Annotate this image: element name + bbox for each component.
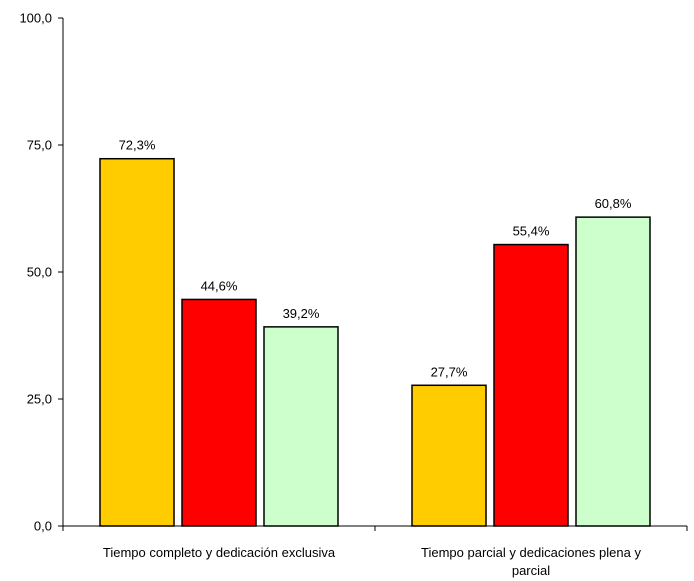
data-labels: 72,3% 44,6% 39,2% 27,7% 55,4% 60,8% [119, 138, 632, 380]
bar-value-label: 60,8% [595, 196, 632, 211]
y-tick-label: 0,0 [34, 519, 52, 534]
axes: 0,0 25,0 50,0 75,0 100,0 Tiempo completo y de… [19, 11, 688, 578]
bar [263, 326, 339, 527]
y-tick-label: 100,0 [19, 11, 52, 26]
bars [99, 157, 651, 527]
bar-value-label: 55,4% [513, 224, 550, 239]
x-category-label: Tiempo completo y dedicación exclusiva [103, 545, 336, 560]
bar [493, 243, 569, 527]
y-tick-label: 25,0 [27, 392, 52, 407]
bar [575, 216, 651, 527]
bar [411, 384, 487, 527]
bar-value-label: 27,7% [431, 364, 468, 379]
x-category-label: Tiempo parcial y dedicaciones plena y [421, 545, 641, 560]
bar [99, 157, 175, 527]
y-tick-label: 50,0 [27, 265, 52, 280]
bar-value-label: 39,2% [283, 306, 320, 321]
bar [181, 298, 257, 527]
x-category-label: parcial [512, 563, 550, 578]
bar-value-label: 72,3% [119, 138, 156, 153]
bar-value-label: 44,6% [201, 278, 238, 293]
y-tick-label: 75,0 [27, 138, 52, 153]
